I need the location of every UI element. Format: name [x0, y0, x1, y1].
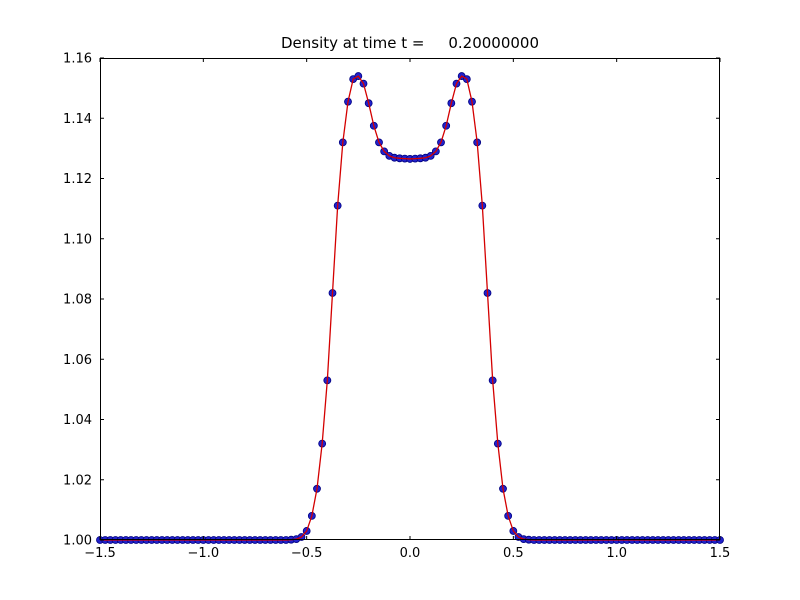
x-tick-label: 0.0 [400, 546, 421, 561]
y-tick-label: 1.04 [63, 413, 92, 428]
x-tick-label: 1.0 [606, 546, 627, 561]
x-tick-label: 1.5 [710, 546, 731, 561]
y-tick-label: 1.06 [63, 353, 92, 368]
y-tick-label: 1.10 [63, 232, 92, 247]
x-tick-label: 0.5 [503, 546, 524, 561]
axes [99, 57, 721, 541]
tick-labels: −1.5 −1.0 −0.5 0.0 0.5 1.0 1.5 1.00 1.02 1.04 1.06… [63, 52, 730, 562]
y-tick-label: 1.12 [63, 172, 92, 187]
y-tick-label: 1.14 [63, 112, 92, 127]
y-tick-label: 1.16 [63, 52, 92, 67]
x-tick-label: −1.0 [188, 546, 220, 561]
y-tick-label: 1.00 [63, 534, 92, 549]
y-tick-label: 1.02 [63, 473, 92, 488]
y-tick-label: 1.08 [63, 293, 92, 308]
chart-title: Density at time t = 0.20000000 [281, 34, 539, 52]
density-line [100, 75, 720, 541]
axes-frame [100, 58, 720, 540]
x-tick-label: −1.5 [84, 546, 116, 561]
data-series-markers [96, 72, 724, 544]
x-tick-label: −0.5 [291, 546, 323, 561]
data-series-line [100, 75, 720, 541]
